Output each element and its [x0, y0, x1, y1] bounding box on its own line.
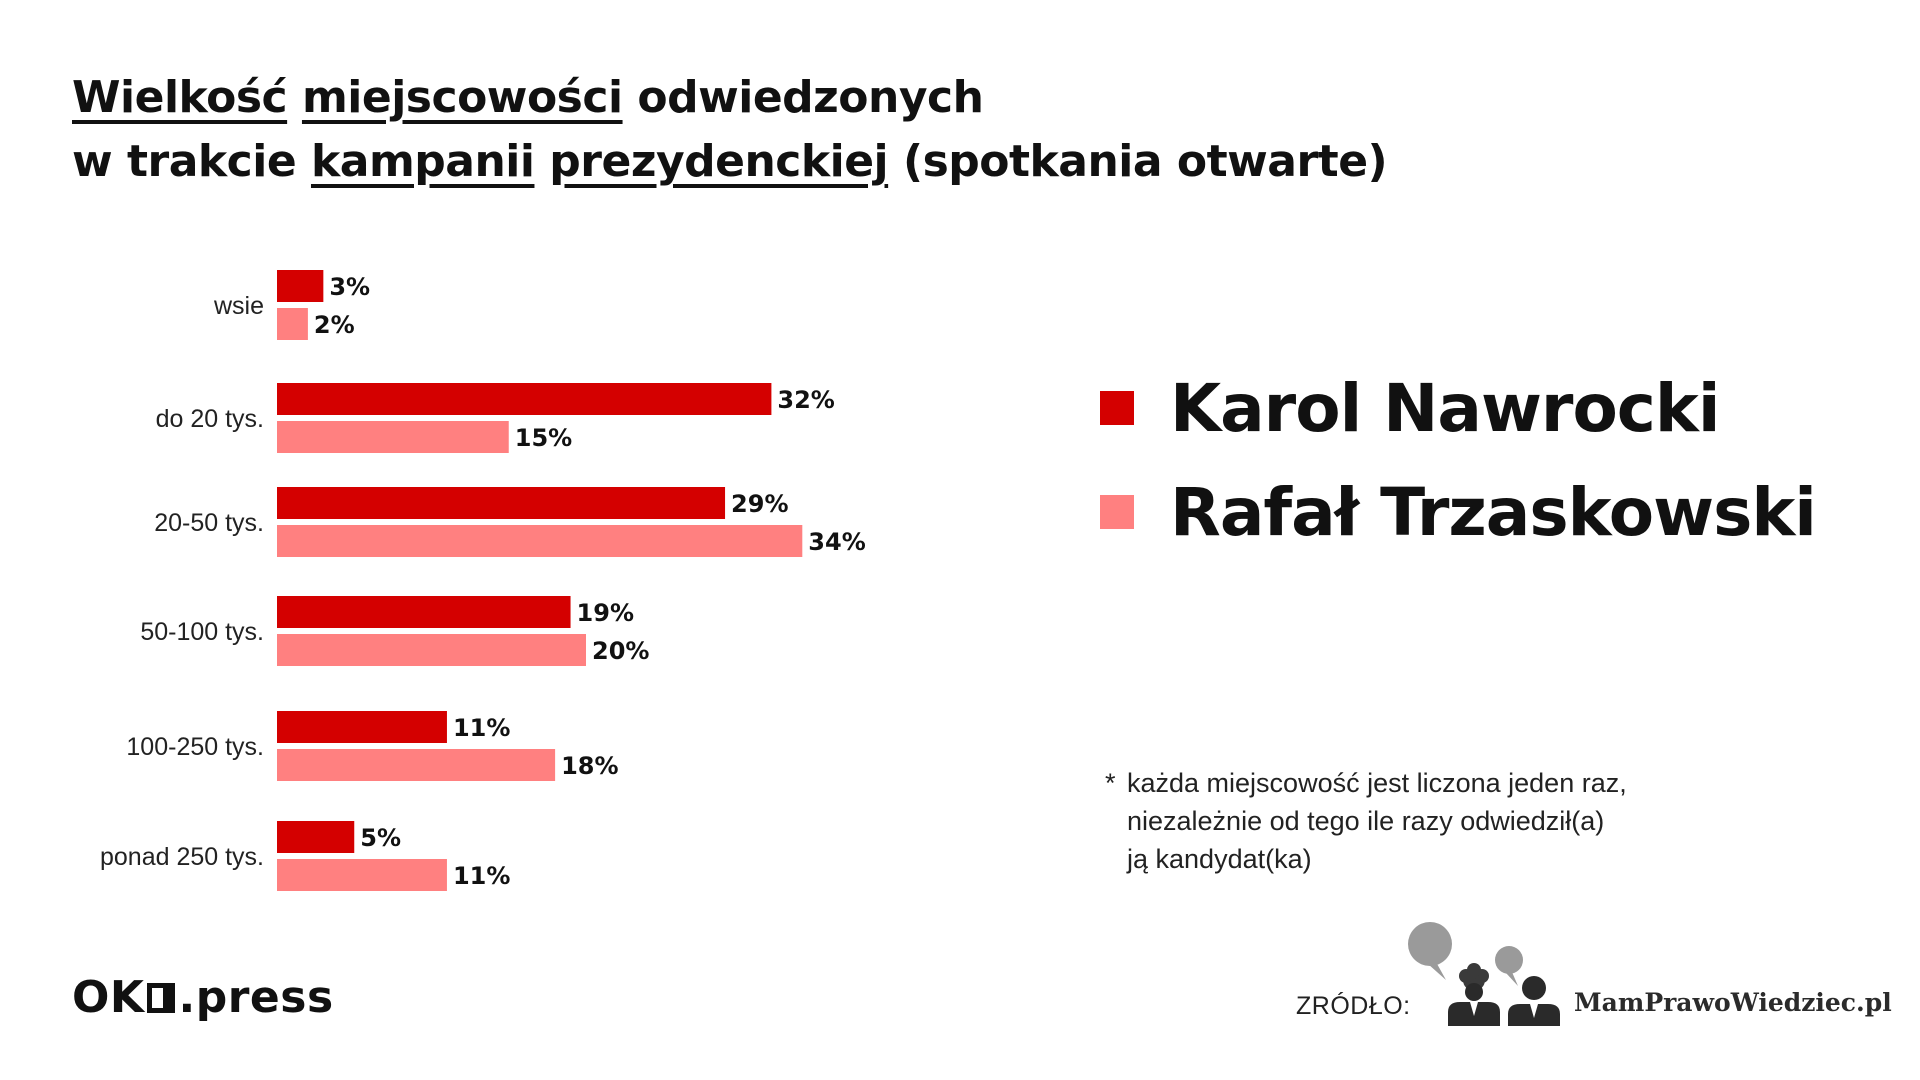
title-segment: prezydenckiej: [549, 136, 889, 187]
data-label: 15%: [515, 424, 572, 452]
bar-nawrocki: [277, 711, 447, 743]
source-label: ZRÓDŁO:: [1296, 992, 1411, 1020]
data-label: 29%: [731, 490, 788, 518]
legend-item-nawrocki: Karol Nawrocki: [1100, 356, 1816, 460]
category-label: ponad 250 tys.: [100, 843, 264, 871]
bar-trzaskowski: [277, 749, 556, 781]
data-label: 11%: [453, 714, 510, 742]
footnote-asterisk: *: [1105, 768, 1116, 798]
title-segment: miejscowości: [301, 72, 623, 123]
speech-people-icon: [1408, 922, 1560, 1026]
legend-swatch-trzaskowski: [1100, 495, 1134, 529]
bar-trzaskowski: [277, 634, 586, 666]
title-line-1: Wielkość miejscowości odwiedzonych: [72, 66, 1387, 130]
footnote-line-2: niezależnie od tego ile razy odwiedził(a…: [1127, 806, 1605, 836]
title-segment: (spotkania otwarte): [888, 136, 1388, 187]
category-label: 20-50 tys.: [154, 509, 264, 537]
title-segment: w trakcie: [72, 136, 311, 187]
legend-label-trzaskowski: Rafał Trzaskowski: [1170, 473, 1817, 551]
bar-trzaskowski: [277, 421, 509, 453]
bar-nawrocki: [277, 270, 324, 302]
legend: Karol Nawrocki Rafał Trzaskowski: [1100, 356, 1817, 564]
chart-title: Wielkość miejscowości odwiedzonych w tra…: [72, 66, 1388, 194]
mamprawowiedziec-logo: MamPrawoWiedziec.pl: [1406, 916, 1892, 1026]
data-label: 5%: [360, 824, 401, 852]
okopress-logo: OK .press: [72, 972, 334, 1023]
title-segment: Wielkość: [72, 72, 288, 123]
data-label: 11%: [453, 862, 510, 890]
logo-press-text: .press: [178, 972, 334, 1023]
category-label: 50-100 tys.: [140, 618, 264, 646]
bar-chart: wsie 3% 2% do 20 tys. 32% 15% 20-50 tys. 29% 34%…: [100, 270, 866, 891]
footnote: * każda miejscowość jest liczona jeden r…: [1105, 764, 1627, 878]
title-segment: kampanii: [310, 136, 535, 187]
data-label: 34%: [808, 528, 865, 556]
bar-trzaskowski: [277, 308, 308, 340]
data-label: 3%: [329, 273, 370, 301]
footnote-line-1: każda miejscowość jest liczona jeden raz…: [1127, 768, 1627, 798]
legend-item-trzaskowski: Rafał Trzaskowski: [1100, 460, 1817, 564]
title-segment: odwiedzonych: [622, 72, 984, 123]
bar-nawrocki: [277, 487, 726, 519]
data-label: 32%: [777, 386, 834, 414]
category-label: 100-250 tys.: [126, 733, 264, 761]
footnote-line-3: ją kandydat(ka): [1127, 844, 1312, 874]
data-label: 20%: [592, 637, 649, 665]
source-name: MamPrawoWiedziec.pl: [1574, 988, 1892, 1017]
bar-nawrocki: [277, 596, 571, 628]
category-label: wsie: [213, 292, 264, 320]
bar-trzaskowski: [277, 859, 447, 891]
logo-ok-text: OK: [72, 972, 145, 1023]
legend-swatch-nawrocki: [1100, 391, 1134, 425]
bar-trzaskowski: [277, 525, 803, 557]
title-line-2: w trakcie kampanii prezydenckiej (spotka…: [72, 130, 1388, 194]
bar-nawrocki: [277, 821, 355, 853]
data-label: 2%: [314, 311, 355, 339]
legend-label-nawrocki: Karol Nawrocki: [1170, 369, 1720, 447]
data-label: 19%: [577, 599, 634, 627]
bar-nawrocki: [277, 383, 772, 415]
logo-square-icon: [146, 982, 175, 1013]
category-label: do 20 tys.: [156, 405, 264, 433]
data-label: 18%: [561, 752, 618, 780]
